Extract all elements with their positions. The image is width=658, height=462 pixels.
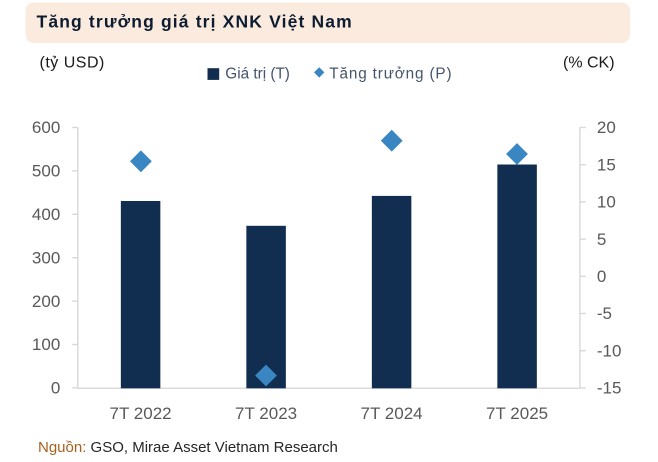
svg-text:(% CK): (% CK) (563, 55, 615, 72)
svg-text:5: 5 (597, 230, 606, 249)
svg-text:-15: -15 (597, 379, 622, 398)
svg-text:500: 500 (32, 162, 60, 181)
svg-text:100: 100 (32, 335, 60, 354)
svg-text:7T 2022: 7T 2022 (110, 404, 172, 423)
svg-text:7T 2023: 7T 2023 (235, 404, 297, 423)
svg-text:15: 15 (597, 155, 616, 174)
svg-text:-5: -5 (597, 304, 612, 323)
svg-text:600: 600 (32, 118, 60, 137)
svg-text:0: 0 (51, 379, 60, 398)
svg-text:7T 2025: 7T 2025 (486, 404, 548, 423)
svg-text:Giá trị (T): Giá trị (T) (225, 65, 290, 82)
svg-text:Tăng trưởng giá trị XNK Việt N: Tăng trưởng giá trị XNK Việt Nam (37, 12, 353, 32)
svg-text:400: 400 (32, 205, 60, 224)
svg-text:-10: -10 (597, 341, 622, 360)
svg-text:200: 200 (32, 292, 60, 311)
svg-text:0: 0 (597, 267, 606, 286)
svg-text:(tỷ USD): (tỷ USD) (40, 55, 105, 72)
svg-text:10: 10 (597, 193, 616, 212)
svg-text:7T 2024: 7T 2024 (361, 404, 423, 423)
svg-text:300: 300 (32, 248, 60, 267)
svg-text:Nguồn: GSO, Mirae Asset Vietna: Nguồn: GSO, Mirae Asset Vietnam Research (38, 439, 338, 456)
svg-text:20: 20 (597, 118, 616, 137)
svg-text:Tăng trưởng (P): Tăng trưởng (P) (329, 65, 452, 82)
